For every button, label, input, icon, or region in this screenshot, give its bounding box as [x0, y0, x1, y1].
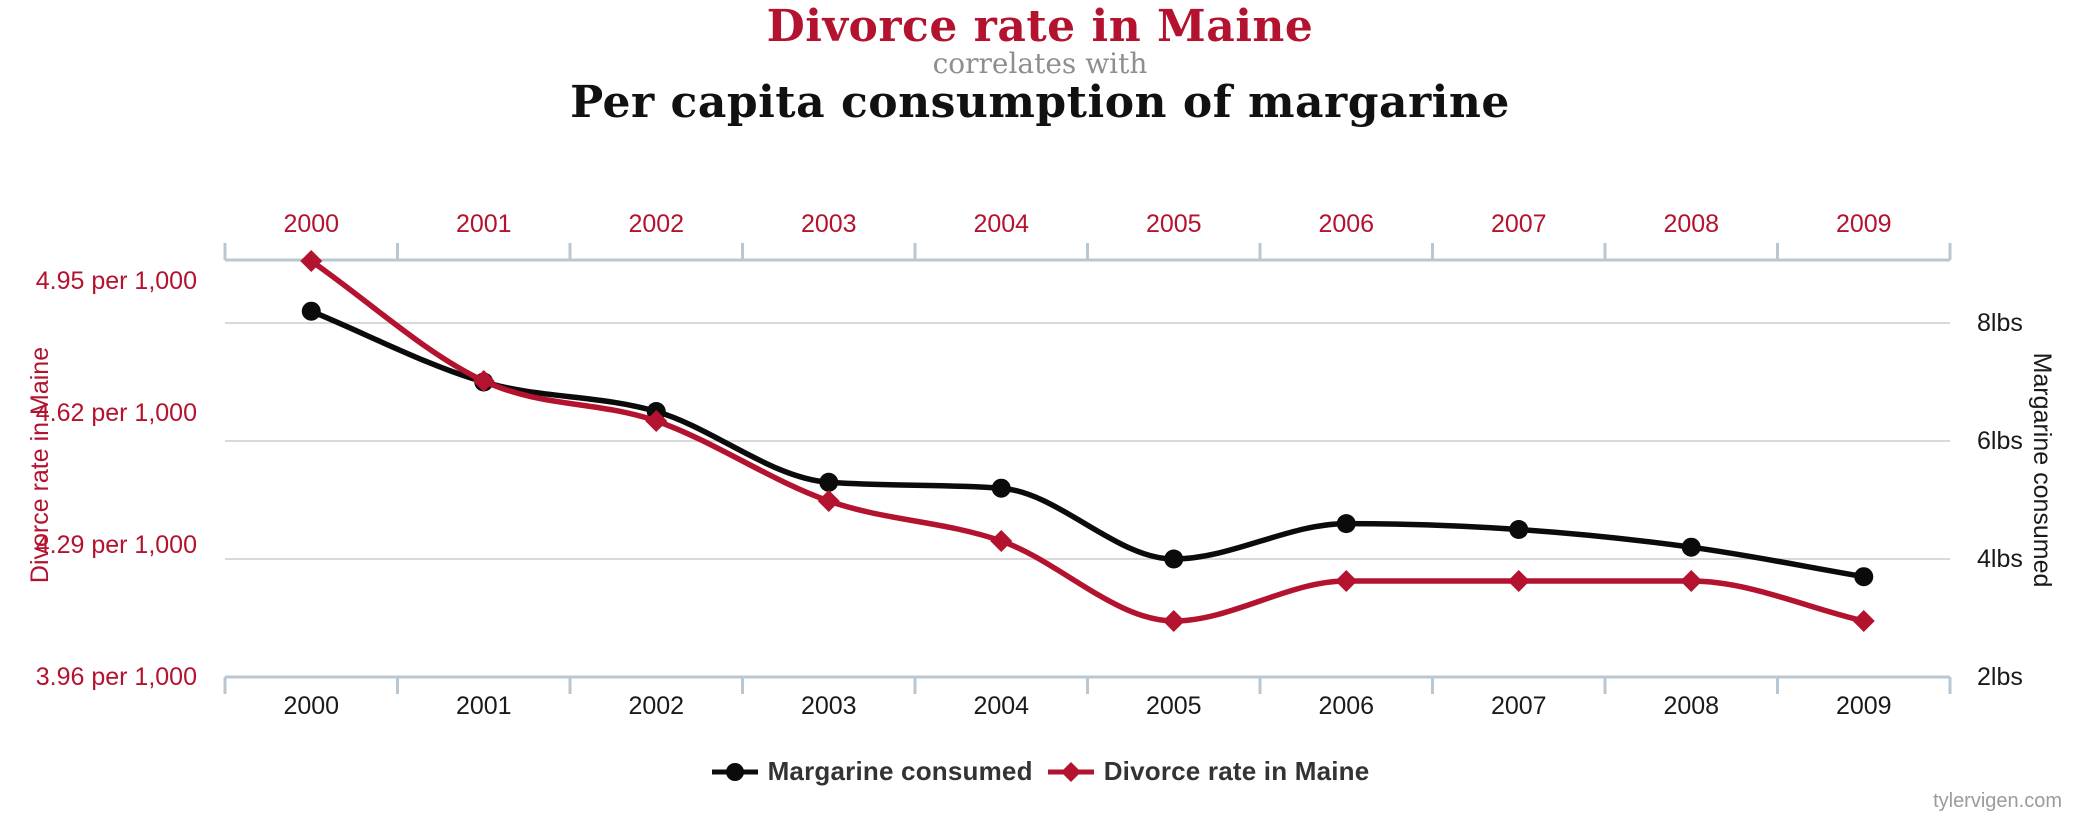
right-axis-tick-label: 4lbs	[1977, 545, 2023, 573]
legend-marker-diamond-icon	[1047, 761, 1094, 782]
left-axis-tick-label: 4.62 per 1,000	[36, 399, 197, 427]
x-axis-year-label-bottom: 2005	[1146, 692, 1202, 720]
legend-label-divorce: Divorce rate in Maine	[1103, 756, 1370, 786]
data-point-diamond-divorce-rate-in-maine	[645, 410, 668, 432]
x-axis-year-label-bottom: 2004	[973, 692, 1029, 720]
left-axis-title: Divorce rate in Maine	[26, 347, 54, 583]
data-point-circle-margarine-consumed	[1854, 567, 1874, 587]
x-axis-year-label-bottom: 2006	[1318, 692, 1374, 720]
x-axis-year-label-top: 2002	[628, 210, 684, 238]
right-axis-tick-label: 2lbs	[1977, 663, 2023, 691]
x-axis-labels-layer: 2000 2000 2001 2001 2002 2002 2003 2003 2004 2004…	[283, 210, 1891, 720]
data-point-circle-margarine-consumed	[819, 472, 839, 492]
x-axis-year-label-bottom: 2007	[1491, 692, 1547, 720]
x-axis-year-label-bottom: 2003	[801, 692, 857, 720]
data-point-diamond-divorce-rate-in-maine	[300, 250, 323, 272]
title-secondary: Per capita consumption of margarine	[570, 77, 1510, 128]
data-point-circle-margarine-consumed	[301, 301, 321, 321]
credit-watermark: tylervigen.com	[1933, 790, 2062, 812]
x-axis-year-label-top: 2003	[801, 210, 857, 238]
data-point-diamond-divorce-rate-in-maine	[1680, 570, 1703, 592]
left-axis-tick-label: 3.96 per 1,000	[36, 663, 197, 691]
data-point-circle-margarine-consumed	[1681, 537, 1701, 557]
legend-marker-circle-icon	[711, 762, 758, 781]
data-point-diamond-divorce-rate-in-maine	[817, 490, 840, 512]
series-line-margarine-consumed	[308, 308, 1867, 580]
x-axis-year-label-bottom: 2008	[1663, 692, 1719, 720]
data-point-diamond-divorce-rate-in-maine	[1162, 610, 1185, 632]
title-connector: correlates with	[932, 47, 1148, 80]
legend-item-divorce: Divorce rate in Maine	[1047, 756, 1370, 787]
data-point-circle-margarine-consumed	[1164, 549, 1184, 569]
x-axis-year-label-bottom: 2001	[456, 692, 512, 720]
x-axis-year-label-top: 2008	[1663, 210, 1719, 238]
left-axis-tick-label: 4.95 per 1,000	[36, 267, 197, 295]
right-axis-title: Margarine consumed	[2028, 353, 2056, 588]
data-point-circle-margarine-consumed	[1336, 514, 1356, 534]
x-axis-year-label-top: 2007	[1491, 210, 1547, 238]
right-axis-tick-label: 8lbs	[1977, 309, 2023, 337]
right-axis-tick-label: 6lbs	[1977, 427, 2023, 455]
legend-item-margarine: Margarine consumed	[711, 756, 1033, 787]
x-axis-year-label-top: 2009	[1836, 210, 1892, 238]
axes-layer	[223, 243, 1952, 694]
series-line-divorce-rate-in-maine	[308, 258, 1867, 624]
gridlines-layer	[225, 322, 1950, 560]
x-axis-year-label-bottom: 2002	[628, 692, 684, 720]
data-point-circle-margarine-consumed	[991, 478, 1011, 498]
data-point-circle-margarine-consumed	[1509, 520, 1529, 539]
series-layer	[300, 250, 1875, 632]
data-point-diamond-divorce-rate-in-maine	[472, 370, 495, 392]
title-primary: Divorce rate in Maine	[766, 1, 1314, 52]
x-axis-year-label-bottom: 2009	[1836, 692, 1892, 720]
x-axis-year-label-top: 2001	[456, 210, 512, 238]
data-point-diamond-divorce-rate-in-maine	[990, 530, 1013, 552]
x-axis-year-label-top: 2000	[283, 210, 339, 238]
data-point-diamond-divorce-rate-in-maine	[1507, 570, 1530, 592]
legend: Margarine consumed Divorce rate in Maine	[0, 756, 2080, 787]
legend-label-margarine: Margarine consumed	[767, 756, 1033, 786]
data-point-diamond-divorce-rate-in-maine	[1852, 610, 1875, 632]
x-axis-year-label-top: 2004	[973, 210, 1029, 238]
x-axis-year-label-top: 2005	[1146, 210, 1202, 238]
data-point-diamond-divorce-rate-in-maine	[1335, 570, 1358, 592]
x-axis-year-label-bottom: 2000	[283, 692, 339, 720]
x-axis-year-label-top: 2006	[1318, 210, 1374, 238]
left-axis-tick-label: 4.29 per 1,000	[36, 531, 197, 559]
